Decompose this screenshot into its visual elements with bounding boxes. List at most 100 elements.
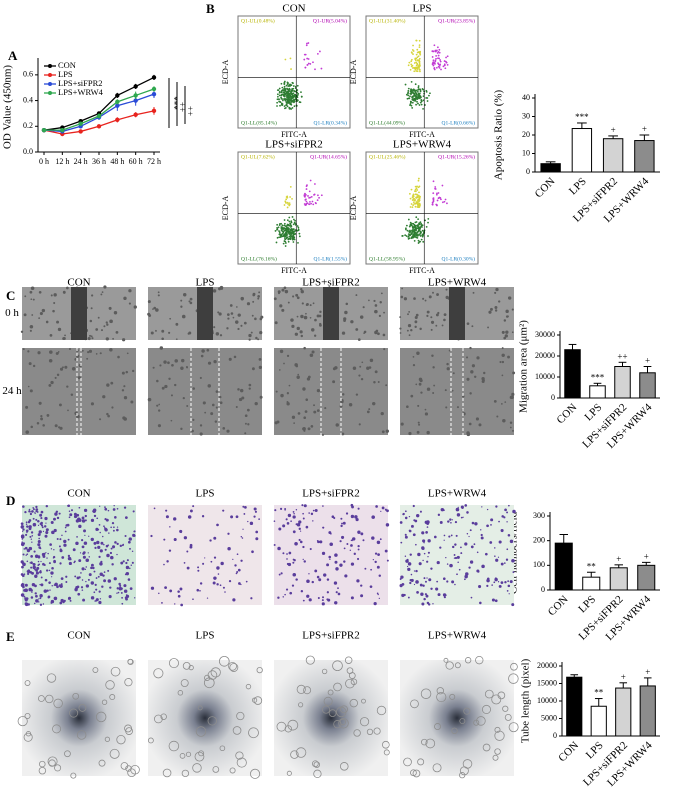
texture bbox=[314, 318, 317, 322]
cell bbox=[51, 576, 53, 578]
cell bbox=[40, 517, 43, 520]
x-axis-label: FITC-A bbox=[409, 130, 435, 139]
event-dot bbox=[438, 51, 441, 54]
tube-node bbox=[101, 699, 108, 705]
column-title: CON bbox=[67, 277, 90, 289]
cell bbox=[385, 523, 390, 527]
texture bbox=[381, 430, 385, 434]
tube-node bbox=[168, 658, 180, 669]
event-dot bbox=[287, 91, 290, 94]
cell bbox=[168, 549, 172, 552]
texture bbox=[123, 396, 128, 400]
cell bbox=[206, 597, 209, 599]
tube-node bbox=[338, 718, 349, 729]
panel-label: E bbox=[6, 629, 15, 644]
x-tick-label: 24 h bbox=[74, 157, 88, 166]
tube-node bbox=[38, 766, 47, 775]
event-dot bbox=[417, 85, 420, 87]
event-dot bbox=[438, 48, 441, 51]
event-dot bbox=[415, 61, 418, 64]
cell bbox=[386, 559, 389, 562]
texture bbox=[503, 319, 507, 322]
tube-node bbox=[127, 768, 136, 778]
texture bbox=[373, 299, 376, 303]
texture bbox=[115, 330, 119, 334]
texture bbox=[121, 389, 125, 392]
tube-node bbox=[376, 705, 387, 716]
event-dot bbox=[414, 224, 417, 227]
tube-node bbox=[327, 689, 334, 696]
cell bbox=[490, 524, 492, 526]
event-dot bbox=[288, 202, 291, 205]
cell bbox=[45, 504, 49, 508]
texture bbox=[339, 404, 343, 408]
texture bbox=[157, 424, 161, 428]
event-dot bbox=[413, 239, 416, 242]
event-dot bbox=[307, 42, 310, 44]
event-dot bbox=[306, 63, 309, 66]
tube-node bbox=[508, 722, 519, 733]
column-title: LPS bbox=[196, 488, 215, 500]
texture bbox=[255, 336, 258, 340]
event-dot bbox=[418, 93, 420, 96]
texture bbox=[71, 367, 76, 371]
tube-node bbox=[162, 768, 172, 778]
cell bbox=[357, 548, 360, 551]
texture bbox=[213, 326, 216, 329]
cell bbox=[242, 505, 245, 508]
event-dot bbox=[280, 222, 283, 225]
cell bbox=[46, 557, 48, 559]
texture bbox=[341, 432, 345, 436]
texture bbox=[503, 336, 507, 340]
significance: ++ bbox=[177, 102, 187, 112]
legend-label: LPS bbox=[58, 69, 73, 79]
cell bbox=[249, 521, 254, 525]
tube-node bbox=[185, 751, 192, 757]
cell bbox=[407, 596, 410, 599]
event-dot bbox=[417, 86, 420, 89]
cell bbox=[364, 567, 367, 570]
event-dot bbox=[281, 226, 284, 229]
cell bbox=[70, 509, 73, 512]
event-dot bbox=[286, 96, 289, 99]
cell bbox=[56, 585, 59, 589]
event-dot bbox=[412, 229, 414, 232]
cell bbox=[306, 579, 310, 584]
cell bbox=[81, 579, 84, 581]
event-dot bbox=[419, 51, 421, 54]
cell bbox=[23, 595, 26, 598]
significance: + bbox=[642, 124, 647, 134]
event-dot bbox=[418, 68, 421, 71]
event-dot bbox=[409, 206, 412, 208]
texture bbox=[77, 376, 81, 380]
tube-node bbox=[181, 769, 190, 778]
cell bbox=[44, 516, 48, 521]
cell bbox=[321, 602, 325, 606]
texture bbox=[180, 427, 183, 431]
texture bbox=[357, 338, 361, 341]
cell bbox=[37, 543, 41, 547]
texture bbox=[504, 401, 507, 403]
tube-node bbox=[256, 666, 263, 674]
texture bbox=[103, 285, 107, 289]
tube-node bbox=[39, 760, 46, 768]
cell bbox=[196, 588, 200, 592]
event-dot bbox=[289, 196, 291, 198]
event-dot bbox=[305, 198, 307, 201]
texture bbox=[305, 312, 307, 315]
cell bbox=[235, 572, 238, 575]
column-title: CON bbox=[67, 630, 90, 642]
cell bbox=[500, 581, 504, 584]
texture bbox=[86, 357, 89, 360]
event-dot bbox=[412, 201, 415, 204]
texture bbox=[303, 416, 307, 420]
event-dot bbox=[416, 51, 419, 54]
event-dot bbox=[417, 177, 420, 180]
event-dot bbox=[414, 57, 417, 60]
texture bbox=[313, 404, 315, 407]
cell bbox=[111, 563, 114, 566]
event-dot bbox=[285, 234, 287, 237]
y-axis-label: ECD-A bbox=[349, 60, 358, 85]
texture bbox=[163, 360, 167, 364]
cell bbox=[298, 538, 301, 542]
